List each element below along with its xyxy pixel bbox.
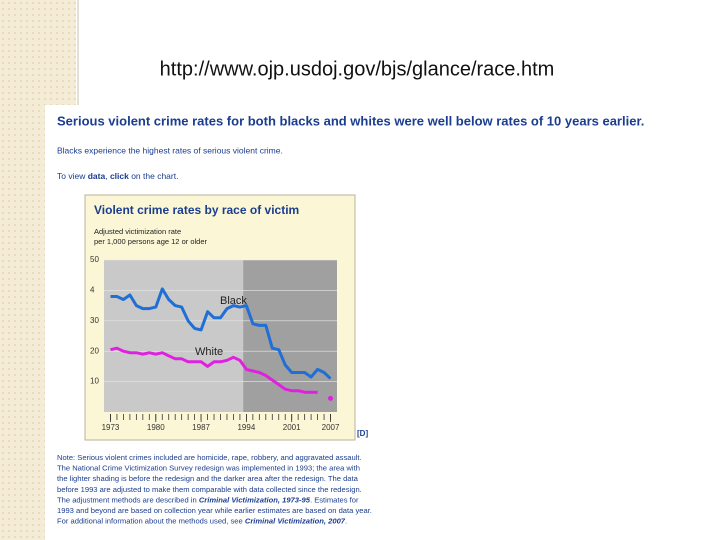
- y-tick-label: 50: [90, 255, 99, 264]
- x-tick-label: 2007: [322, 423, 340, 432]
- text: For additional information about the met…: [57, 517, 245, 526]
- note-line: before 1993 are adjusted to make them co…: [57, 485, 362, 494]
- series-point: [328, 395, 334, 401]
- note-line: 1993 and beyond are based on collection …: [57, 506, 372, 515]
- text: . Estimates for: [310, 495, 359, 504]
- note-link[interactable]: Criminal Victimization, 1973-95: [199, 495, 311, 504]
- data-link[interactable]: [D]: [357, 429, 368, 438]
- text: To view: [57, 171, 88, 181]
- shaded-region: [104, 260, 244, 412]
- text: before 1993 are adjusted to make them co…: [57, 485, 362, 494]
- url: http://www.ojp.usdoj.gov/bjs/glance/race…: [160, 58, 555, 80]
- note-line: Note: Serious violent crimes included ar…: [57, 453, 362, 462]
- chart-title: Violent crime rates by race of victim: [94, 203, 299, 217]
- text: 1993 and beyond are based on collection …: [57, 506, 372, 515]
- series-line: [110, 287, 332, 380]
- text: The adjustment methods are described in: [57, 495, 199, 504]
- text: click: [110, 171, 129, 181]
- text: on the chart.: [129, 171, 179, 181]
- x-tick-label: 1973: [102, 423, 120, 432]
- text: the lighter shading is before the redesi…: [57, 474, 359, 483]
- subhead: Blacks experience the highest rates of s…: [57, 145, 283, 155]
- note-line: For additional information about the met…: [57, 517, 347, 526]
- text: Note: Serious violent crimes included ar…: [57, 453, 362, 462]
- note-line: The National Crime Victimization Survey …: [57, 464, 360, 473]
- series-label: Black: [220, 295, 247, 307]
- series-label: White: [195, 346, 223, 358]
- text: data: [88, 171, 106, 181]
- note-line: the lighter shading is before the redesi…: [57, 474, 359, 483]
- x-tick-label: 1980: [147, 423, 165, 432]
- instruction: To view data, click on the chart.: [57, 171, 178, 181]
- text: The National Crime Victimization Survey …: [57, 464, 360, 473]
- x-tick-label: 1994: [237, 423, 255, 432]
- text: .: [345, 517, 347, 526]
- y-tick-label: 10: [90, 377, 99, 386]
- y-tick-label: 30: [90, 316, 99, 325]
- shaded-region: [243, 260, 337, 412]
- headline: Serious violent crime rates for both bla…: [57, 113, 644, 128]
- y-tick-label: 4: [90, 286, 95, 295]
- note-line: The adjustment methods are described in …: [57, 495, 359, 504]
- note-link[interactable]: Criminal Victimization, 2007: [245, 517, 346, 526]
- y-tick-label: 20: [90, 346, 99, 355]
- text: ,: [105, 171, 110, 181]
- chart-subtitle: Adjusted victimization rate: [94, 227, 181, 236]
- chart-subtitle: per 1,000 persons age 12 or older: [94, 237, 207, 246]
- note: Note: Serious violent crimes included ar…: [57, 453, 372, 526]
- x-tick-label: 1987: [192, 423, 210, 432]
- x-tick-label: 2001: [283, 423, 301, 432]
